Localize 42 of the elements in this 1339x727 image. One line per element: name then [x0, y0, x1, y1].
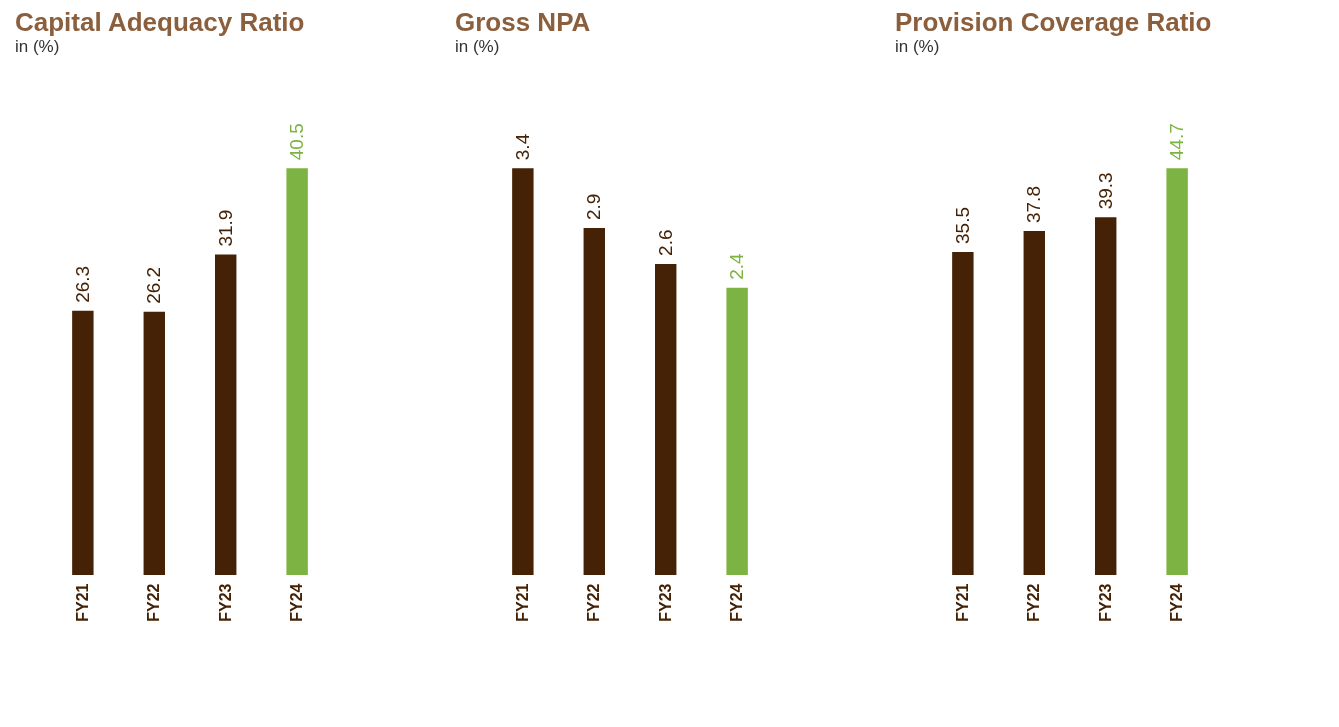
- data-label: 2.4: [726, 253, 748, 280]
- bar: [1166, 168, 1188, 575]
- bar: [1023, 231, 1045, 575]
- data-label: 31.9: [214, 209, 236, 247]
- bar: [72, 310, 94, 575]
- bar: [1095, 217, 1117, 575]
- chart-subtitle: in (%): [895, 37, 940, 56]
- bar: [655, 263, 677, 575]
- data-label: 3.4: [511, 133, 533, 161]
- data-label: 26.2: [143, 266, 165, 304]
- x-tick-label: FY22: [145, 583, 163, 622]
- bar: [215, 254, 237, 575]
- bar: [952, 251, 974, 575]
- chart-title: Provision Coverage Ratio: [895, 7, 1212, 37]
- x-tick-label: FY23: [216, 583, 234, 622]
- x-tick-label: FY23: [1096, 583, 1114, 622]
- x-tick-label: FY24: [1168, 583, 1186, 622]
- bar: [512, 168, 534, 575]
- data-label: 26.3: [71, 265, 93, 303]
- data-label: 2.6: [654, 229, 676, 256]
- x-tick-label: FY21: [73, 583, 91, 622]
- data-label: 39.3: [1094, 172, 1116, 210]
- bar: [726, 287, 748, 575]
- x-tick-label: FY24: [728, 583, 746, 622]
- bar: [583, 228, 605, 575]
- data-label: 35.5: [951, 206, 973, 244]
- data-label: 44.7: [1166, 123, 1188, 161]
- x-tick-label: FY21: [953, 583, 971, 622]
- bar: [143, 311, 165, 575]
- x-tick-label: FY22: [585, 583, 603, 622]
- chart-subtitle: in (%): [455, 37, 500, 56]
- data-label: 2.9: [583, 193, 605, 221]
- data-label: 37.8: [1023, 186, 1045, 224]
- x-tick-label: FY24: [288, 583, 306, 622]
- chart-subtitle: in (%): [15, 37, 60, 56]
- x-tick-label: FY21: [513, 583, 531, 622]
- chart-title: Capital Adequacy Ratio: [15, 7, 305, 37]
- x-tick-label: FY22: [1025, 583, 1043, 622]
- bar: [286, 168, 308, 575]
- chart-title: Gross NPA: [455, 7, 591, 37]
- data-label: 40.5: [286, 123, 308, 161]
- x-tick-label: FY23: [656, 583, 674, 622]
